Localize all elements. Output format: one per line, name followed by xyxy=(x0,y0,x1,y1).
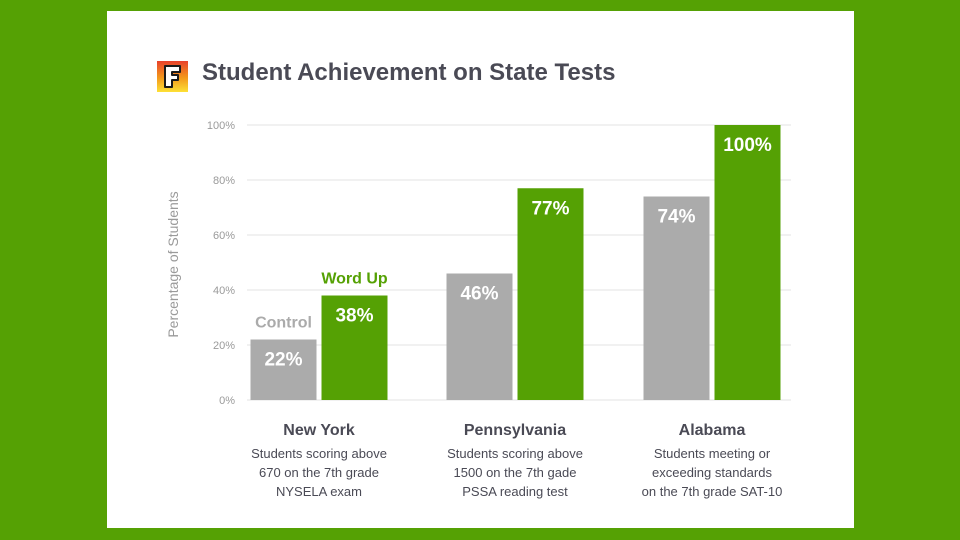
chart-title: Student Achievement on State Tests xyxy=(202,59,616,86)
bar-word-up xyxy=(321,295,388,400)
y-tick-label: 0% xyxy=(219,395,235,407)
category-description: 670 on the 7th grade xyxy=(259,465,379,480)
category-description: PSSA reading test xyxy=(462,484,568,499)
bar-value-label: 74% xyxy=(657,207,695,228)
category-description: Students scoring above xyxy=(447,446,583,461)
y-tick-label: 40% xyxy=(213,285,235,297)
category-description: exceeding standards xyxy=(652,465,772,480)
logo-f-icon xyxy=(157,61,188,92)
y-tick-label: 60% xyxy=(213,230,235,242)
bar-value-label: 77% xyxy=(531,198,569,219)
bar-value-label: 100% xyxy=(723,135,772,156)
category-description: NYSELA exam xyxy=(276,484,362,499)
category-label: Alabama xyxy=(679,422,746,439)
bar-control xyxy=(250,339,317,400)
bar-chart: 0% 20% 40% 60% 80% 100% Percentage of Students… xyxy=(165,120,791,499)
category-label: New York xyxy=(283,422,355,439)
chart-card: Student Achievement on State Tests 0% 20%… xyxy=(107,11,854,528)
bar-value-label: 38% xyxy=(335,306,373,327)
bar-value-label: 22% xyxy=(264,350,302,371)
y-tick-label: 20% xyxy=(213,340,235,352)
y-tick-label: 100% xyxy=(207,120,235,132)
category-description: 1500 on the 7th gade xyxy=(454,465,577,480)
y-tick-label: 80% xyxy=(213,175,235,187)
bar-word-up xyxy=(714,125,781,400)
bar-control xyxy=(446,273,513,400)
category-description: on the 7th grade SAT-10 xyxy=(642,484,783,499)
bar-value-label: 46% xyxy=(460,284,498,305)
bar-control xyxy=(643,196,710,400)
category-description: Students meeting or xyxy=(654,446,771,461)
category-label: Pennsylvania xyxy=(464,422,566,439)
bar-word-up xyxy=(517,188,584,400)
series-label: Word Up xyxy=(321,271,388,288)
y-axis-label: Percentage of Students xyxy=(165,191,181,337)
series-label: Control xyxy=(255,315,312,332)
category-description: Students scoring above xyxy=(251,446,387,461)
